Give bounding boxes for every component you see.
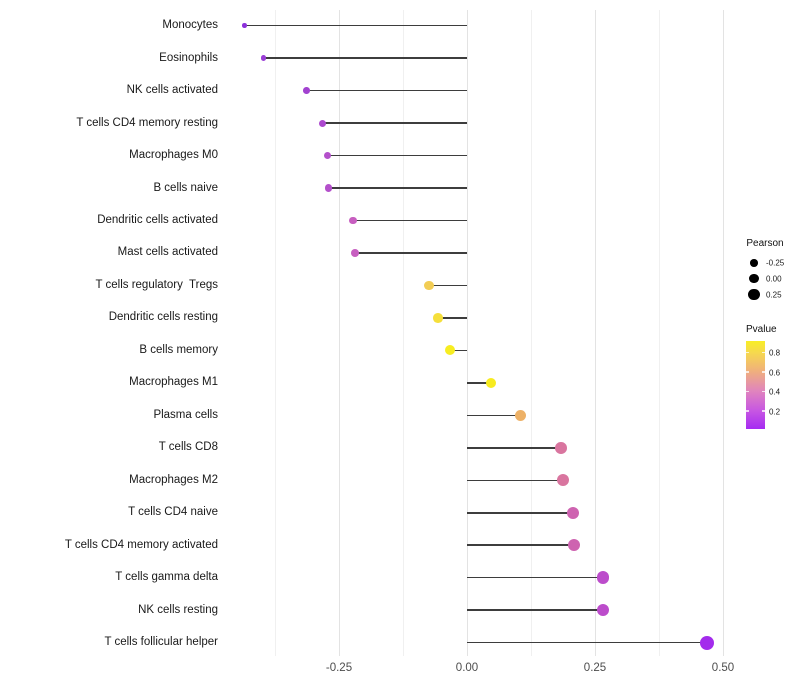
lollipop-dot	[557, 474, 570, 487]
legend-pearson-title: Pearson	[746, 238, 784, 249]
lollipop-line	[328, 187, 467, 189]
legend-size-item: -0.25	[736, 255, 800, 271]
x-tick-label: 0.00	[455, 662, 479, 674]
legend-pvalue-colorbar: Pvalue 0.8 0.6 0.4 0.2	[736, 323, 800, 438]
lollipop-dot	[566, 506, 579, 519]
legend-size-item: 0.00	[736, 271, 800, 287]
gridline-minor	[402, 10, 404, 656]
colorbar-tick-label: 0.8	[769, 348, 781, 358]
size-label: 0.00	[766, 273, 782, 283]
lollipop-dot	[596, 571, 610, 584]
colorbar-tickmark	[762, 390, 765, 392]
lollipop-line	[352, 219, 467, 222]
gridline-major	[722, 10, 724, 656]
legend-size-item: 0.25	[736, 287, 800, 303]
category-label: Dendritic cells activated	[97, 214, 218, 227]
lollipop-dot	[433, 313, 443, 323]
lollipop-line	[449, 349, 467, 352]
lollipop-line	[322, 122, 467, 124]
lollipop-line	[467, 512, 573, 514]
colorbar-tickmark	[745, 371, 749, 373]
gridline-major	[594, 10, 596, 656]
lollipop-dot	[350, 248, 359, 257]
lollipop-line	[437, 317, 467, 319]
lollipop-line	[467, 544, 574, 546]
lollipop-dot	[348, 216, 357, 225]
category-label: T cells follicular helper	[104, 636, 218, 649]
colorbar-tick-label: 0.4	[769, 387, 781, 397]
lollipop-dot	[485, 377, 497, 389]
category-label: T cells gamma delta	[115, 571, 218, 584]
lollipop-dot	[325, 184, 333, 192]
gridline-minor	[530, 10, 532, 656]
lollipop-line	[467, 576, 604, 579]
category-label: T cells CD4 naive	[128, 506, 218, 519]
lollipop-line	[467, 641, 708, 644]
gridline-major	[466, 10, 468, 656]
lollipop-line	[263, 57, 467, 59]
pvalue-gradient-bar	[745, 341, 765, 429]
size-label: 0.25	[766, 289, 782, 299]
size-dot-small	[750, 259, 758, 267]
lollipop-line	[354, 252, 467, 254]
size-label: -0.25	[766, 258, 785, 268]
colorbar-tick-label: 0.2	[769, 407, 781, 416]
category-label: Mast cells activated	[117, 246, 218, 259]
lollipop-line	[244, 24, 467, 27]
lollipop-line	[327, 154, 467, 157]
lollipop-line	[467, 382, 492, 384]
size-dot-medium	[749, 273, 759, 284]
lollipop-dot	[596, 603, 610, 617]
legend-pvalue-title: Pvalue	[746, 324, 777, 335]
lollipop-line	[306, 89, 467, 92]
category-label: T cells CD8	[158, 441, 218, 454]
lollipop-dot	[444, 345, 455, 356]
category-label: Macrophages M0	[129, 149, 218, 162]
lollipop-line	[467, 414, 521, 417]
lollipop-dot	[424, 280, 434, 291]
category-label: Plasma cells	[153, 408, 218, 421]
lollipop-dot	[555, 441, 568, 454]
lollipop-line	[467, 479, 564, 482]
lollipop-dot	[324, 151, 332, 160]
category-label: NK cells activated	[126, 84, 218, 97]
category-label: Macrophages M2	[129, 473, 218, 486]
colorbar-tickmark	[762, 351, 765, 353]
category-label: Macrophages M1	[129, 376, 218, 389]
lollipop-dot	[515, 409, 527, 421]
lollipop-dot	[303, 87, 311, 94]
category-label: B cells naive	[153, 181, 218, 194]
lollipop-dot	[700, 635, 715, 650]
colorbar-tickmark	[745, 351, 749, 353]
category-label: Dendritic cells resting	[108, 311, 218, 324]
x-tick-label: 0.25	[583, 662, 607, 674]
category-label: NK cells resting	[138, 603, 218, 616]
gridline-minor	[274, 10, 276, 656]
lollipop-dot	[242, 23, 248, 28]
colorbar-tickmark	[762, 410, 765, 412]
size-dot-large	[748, 288, 760, 301]
colorbar-tickmark	[745, 390, 749, 392]
lollipop-line	[429, 284, 467, 287]
x-tick-label: 0.50	[711, 662, 735, 674]
lollipop-dot	[260, 55, 266, 61]
legend-pearson-size: Pearson -0.25 0.00 0.25	[736, 237, 800, 307]
category-label: T cells regulatory Tregs	[95, 278, 218, 291]
category-label: Monocytes	[162, 19, 218, 32]
gridline-major	[338, 10, 340, 656]
lollipop-dot	[318, 119, 326, 127]
lollipop-dot	[568, 539, 580, 552]
gridline-minor	[658, 10, 660, 656]
category-label: B cells memory	[139, 343, 218, 356]
lollipop-line	[467, 447, 562, 449]
x-tick-label: -0.25	[325, 662, 353, 674]
colorbar-tick-label: 0.6	[769, 368, 781, 377]
category-label: Eosinophils	[159, 51, 218, 64]
colorbar-tickmark	[745, 410, 749, 412]
lollipop-line	[467, 609, 604, 611]
category-label: T cells CD4 memory activated	[64, 538, 218, 551]
category-label: T cells CD4 memory resting	[76, 116, 218, 129]
colorbar-tickmark	[762, 371, 765, 373]
